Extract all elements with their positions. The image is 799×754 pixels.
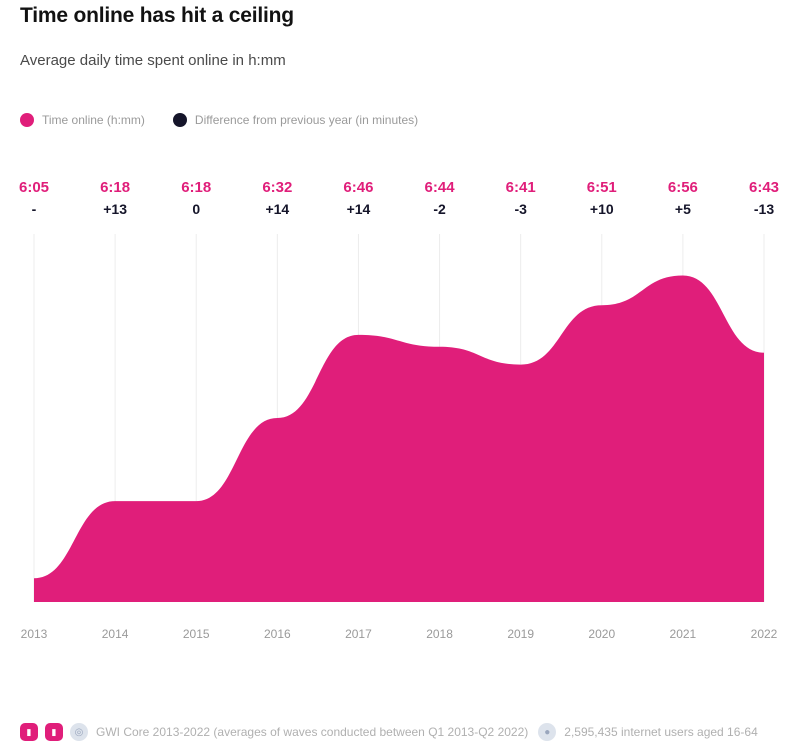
value-label: 6:43 bbox=[749, 179, 779, 196]
x-tick-label: 2017 bbox=[345, 627, 372, 641]
difference-label: 0 bbox=[192, 201, 200, 217]
database-icon: ◎ bbox=[70, 723, 88, 741]
value-label: 6:32 bbox=[262, 179, 292, 196]
difference-label: +5 bbox=[675, 201, 691, 217]
legend-swatch-difference bbox=[172, 113, 187, 127]
x-tick-label: 2013 bbox=[21, 627, 48, 641]
difference-label: -2 bbox=[433, 201, 446, 217]
x-tick-label: 2014 bbox=[102, 627, 129, 641]
x-tick-label: 2015 bbox=[183, 627, 210, 641]
value-label: 6:56 bbox=[668, 179, 698, 196]
value-label: 6:51 bbox=[587, 179, 617, 196]
area-chart: 6:05 - 2013 6:18 +13 2014 6:18 0 2015 6:32 +14 2016… bbox=[19, 179, 779, 641]
chart-badge-icon: ▮ bbox=[20, 723, 38, 741]
sample-text: 2,595,435 internet users aged 16-64 bbox=[564, 725, 758, 739]
difference-label: +14 bbox=[265, 201, 289, 217]
difference-label: +10 bbox=[590, 201, 614, 217]
difference-label: - bbox=[32, 201, 37, 217]
x-tick-label: 2019 bbox=[507, 627, 534, 641]
value-label: 6:46 bbox=[343, 179, 373, 196]
x-tick-label: 2020 bbox=[588, 627, 615, 641]
source-text: GWI Core 2013-2022 (averages of waves co… bbox=[96, 725, 529, 739]
legend: Time online (h:mm) Difference from previ… bbox=[20, 113, 446, 127]
value-label: 6:18 bbox=[100, 179, 130, 196]
value-label: 6:18 bbox=[181, 179, 211, 196]
value-label: 6:44 bbox=[425, 179, 456, 196]
legend-swatch-time-online bbox=[20, 113, 34, 127]
difference-label: -13 bbox=[754, 201, 774, 217]
footer: ▮ ▮ ◎ GWI Core 2013-2022 (averages of wa… bbox=[20, 723, 758, 741]
difference-label: +14 bbox=[347, 201, 371, 217]
legend-item-difference: Difference from previous year (in minute… bbox=[172, 113, 419, 127]
value-label: 6:41 bbox=[506, 179, 536, 196]
chart-badge-icon: ▮ bbox=[45, 723, 63, 741]
legend-item-time-online: Time online (h:mm) bbox=[20, 113, 145, 127]
chart-subtitle: Average daily time spent online in h:mm bbox=[20, 52, 286, 69]
difference-label: +13 bbox=[103, 201, 127, 217]
legend-label-time-online: Time online (h:mm) bbox=[42, 113, 145, 127]
x-tick-label: 2016 bbox=[264, 627, 291, 641]
chart-title: Time online has hit a ceiling bbox=[20, 4, 294, 27]
x-tick-label: 2021 bbox=[670, 627, 697, 641]
x-tick-label: 2022 bbox=[751, 627, 778, 641]
area-series-time-online bbox=[34, 275, 764, 602]
legend-label-difference: Difference from previous year (in minute… bbox=[194, 113, 419, 127]
x-tick-label: 2018 bbox=[426, 627, 453, 641]
difference-label: -3 bbox=[514, 201, 527, 217]
value-label: 6:05 bbox=[19, 179, 49, 196]
users-icon: ● bbox=[538, 723, 557, 741]
